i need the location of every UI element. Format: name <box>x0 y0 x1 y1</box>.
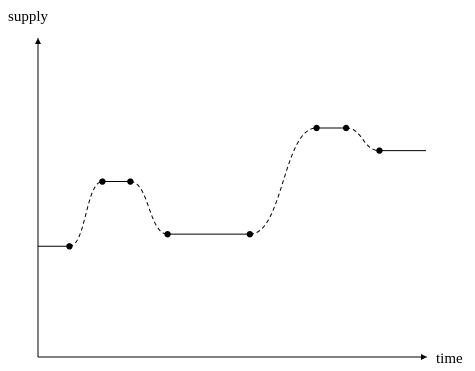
x-axis-label: time <box>436 351 463 367</box>
data-point-3 <box>164 230 171 238</box>
y-axis-label: supply <box>8 9 49 25</box>
transition-segment-5 <box>249 127 317 235</box>
data-point-1 <box>99 178 106 185</box>
data-point-4 <box>246 230 254 238</box>
plot-area <box>38 124 426 250</box>
data-point-7 <box>376 147 383 154</box>
data-point-0 <box>66 243 73 250</box>
transition-segment-3 <box>130 181 168 235</box>
data-point-5 <box>313 124 320 132</box>
transition-segment-7 <box>346 127 380 152</box>
data-point-2 <box>127 178 134 185</box>
data-point-6 <box>342 124 350 132</box>
transition-segment-1 <box>69 181 103 247</box>
